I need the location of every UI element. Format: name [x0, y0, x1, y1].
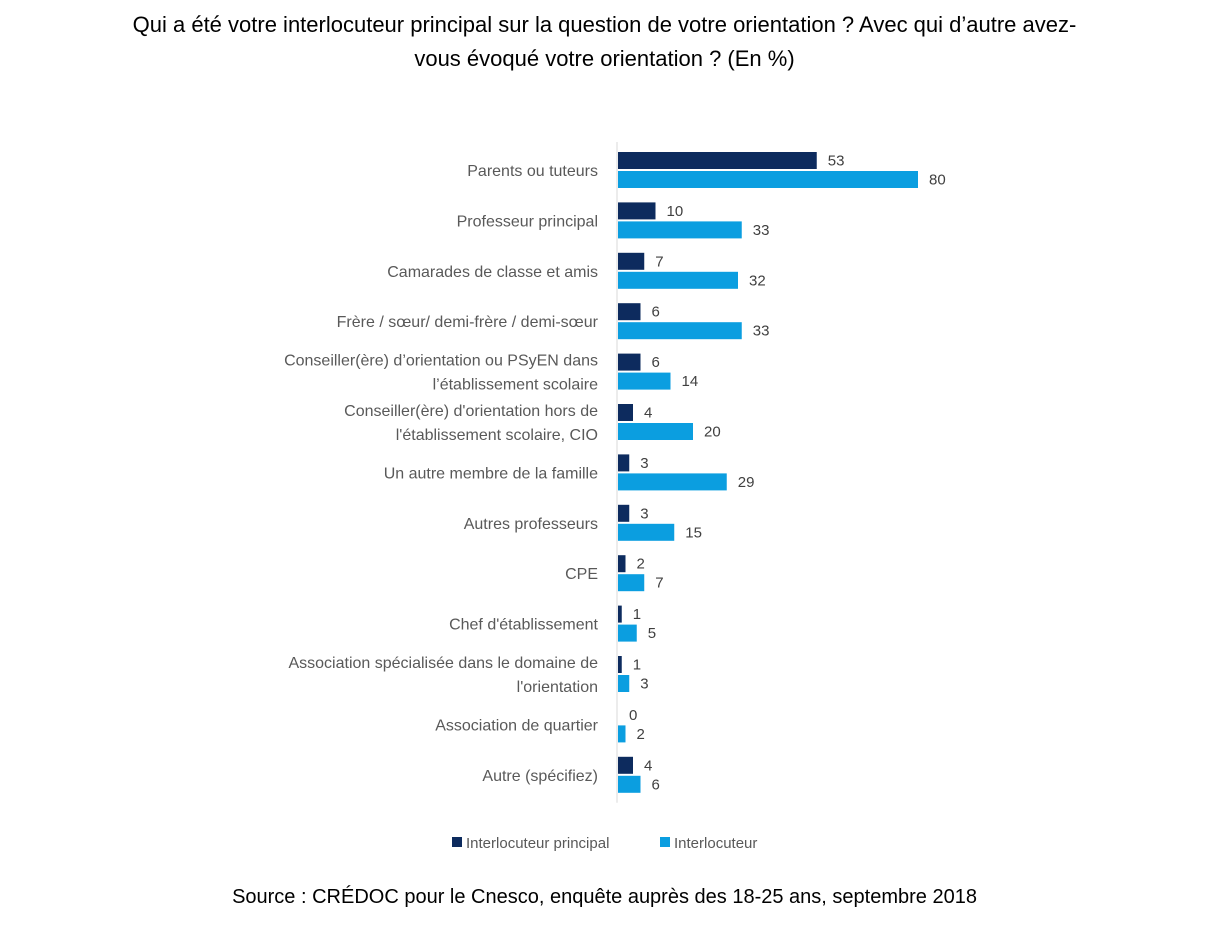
- legend-swatch-interlocuteur: [660, 837, 670, 847]
- bar-interlocuteur-principal: [618, 303, 641, 321]
- bar-interlocuteur-principal: [618, 605, 622, 623]
- data-label: 33: [753, 222, 770, 239]
- chart-title-line1: Qui a été votre interlocuteur principal …: [132, 12, 1077, 37]
- data-label: 7: [655, 253, 663, 270]
- data-label: 2: [637, 726, 645, 743]
- bar-interlocuteur-principal: [618, 504, 630, 522]
- category-label-line: Association de quartier: [435, 717, 598, 734]
- data-label: 4: [644, 405, 652, 422]
- category-label: Association spécialisée dans le domaine …: [288, 655, 598, 696]
- data-label: 7: [655, 575, 663, 592]
- legend-swatch-principal: [452, 837, 462, 847]
- category-label-line: Camarades de classe et amis: [387, 264, 598, 281]
- bar-interlocuteur-principal: [618, 454, 630, 472]
- data-label: 32: [749, 272, 766, 289]
- category-label: Conseiller(ère) d'orientation hors de l'é…: [344, 403, 598, 444]
- bar-interlocuteur-principal: [618, 353, 641, 371]
- data-label: 3: [640, 455, 648, 472]
- category-label-line: Autres professeurs: [464, 516, 598, 533]
- category-label-line: Chef d'établissement: [449, 617, 598, 634]
- category-label-line: Un autre membre de la famille: [384, 465, 598, 482]
- bar-interlocuteur-principal: [618, 202, 656, 220]
- bar-interlocuteur: [618, 725, 626, 743]
- data-label: 6: [652, 304, 660, 321]
- bar-interlocuteur: [618, 221, 742, 239]
- category-label-line: Parents ou tuteurs: [467, 163, 598, 180]
- bar-interlocuteur-principal: [618, 756, 633, 774]
- category-label-line: Conseiller(ère) d’orientation ou PSyEN d…: [284, 353, 598, 370]
- category-label: Autres professeurs: [464, 516, 598, 533]
- category-label-line: Autre (spécifiez): [482, 768, 598, 785]
- bar-interlocuteur: [618, 271, 738, 289]
- legend-label: Interlocuteur: [674, 835, 757, 852]
- bar-interlocuteur: [618, 171, 918, 188]
- data-label: 80: [929, 172, 946, 189]
- data-label: 33: [753, 323, 770, 340]
- data-label: 29: [738, 474, 755, 491]
- category-label: CPE: [565, 566, 598, 583]
- category-label: Un autre membre de la famille: [384, 465, 598, 482]
- category-label: Autre (spécifiez): [482, 768, 598, 785]
- category-label-line: Association spécialisée dans le domaine …: [288, 655, 598, 672]
- category-label-line: l'établissement scolaire, CIO: [396, 427, 598, 444]
- category-label-line: Frère / sœur/ demi-frère / demi-sœur: [337, 314, 599, 331]
- data-label: 6: [652, 776, 660, 793]
- bar-interlocuteur: [618, 473, 727, 491]
- source-note: Source : CRÉDOC pour le Cnesco, enquête …: [232, 886, 977, 908]
- bar-interlocuteur-principal: [618, 555, 626, 573]
- category-label-line: l’établissement scolaire: [433, 377, 599, 394]
- bar-interlocuteur-principal: [618, 656, 622, 673]
- data-label: 53: [828, 153, 845, 170]
- data-label: 1: [633, 606, 641, 623]
- category-label: Association de quartier: [435, 717, 598, 734]
- data-label: 0: [629, 707, 637, 724]
- category-label-line: Conseiller(ère) d'orientation hors de: [344, 403, 598, 420]
- bar-interlocuteur-principal: [618, 252, 645, 270]
- category-label: Camarades de classe et amis: [387, 264, 598, 281]
- bar-interlocuteur: [618, 372, 671, 390]
- category-label: Professeur principal: [457, 213, 598, 230]
- data-label: 14: [682, 373, 699, 390]
- bar-interlocuteur: [618, 423, 693, 440]
- data-label: 15: [685, 524, 702, 541]
- data-label: 5: [648, 625, 656, 642]
- bar-interlocuteur-principal: [618, 152, 817, 169]
- legend-label: Interlocuteur principal: [466, 835, 609, 852]
- data-label: 4: [644, 757, 652, 774]
- category-label: Frère / sœur/ demi-frère / demi-sœur: [337, 314, 599, 331]
- data-label: 1: [633, 657, 641, 674]
- category-label: Parents ou tuteurs: [467, 163, 598, 180]
- chart-title: Qui a été votre interlocuteur principal …: [0, 8, 1209, 76]
- bar-interlocuteur: [618, 322, 742, 340]
- category-label-line: CPE: [565, 566, 598, 583]
- bar-interlocuteur: [618, 675, 630, 692]
- category-label-line: l'orientation: [517, 679, 598, 696]
- bar-interlocuteur: [618, 775, 641, 793]
- bar-interlocuteur: [618, 523, 675, 541]
- chart-title-line2: vous évoqué votre orientation ? (En %): [414, 46, 795, 71]
- bar-interlocuteur: [618, 574, 645, 592]
- category-label: Chef d'établissement: [449, 617, 598, 634]
- data-label: 3: [640, 505, 648, 522]
- bar-interlocuteur-principal: [618, 404, 633, 421]
- data-label: 20: [704, 424, 721, 441]
- bar-interlocuteur: [618, 624, 637, 642]
- category-label: Conseiller(ère) d’orientation ou PSyEN d…: [284, 353, 598, 394]
- data-label: 10: [667, 203, 684, 220]
- category-label-line: Professeur principal: [457, 213, 598, 230]
- data-label: 2: [637, 556, 645, 573]
- data-label: 6: [652, 354, 660, 371]
- data-label: 3: [640, 676, 648, 693]
